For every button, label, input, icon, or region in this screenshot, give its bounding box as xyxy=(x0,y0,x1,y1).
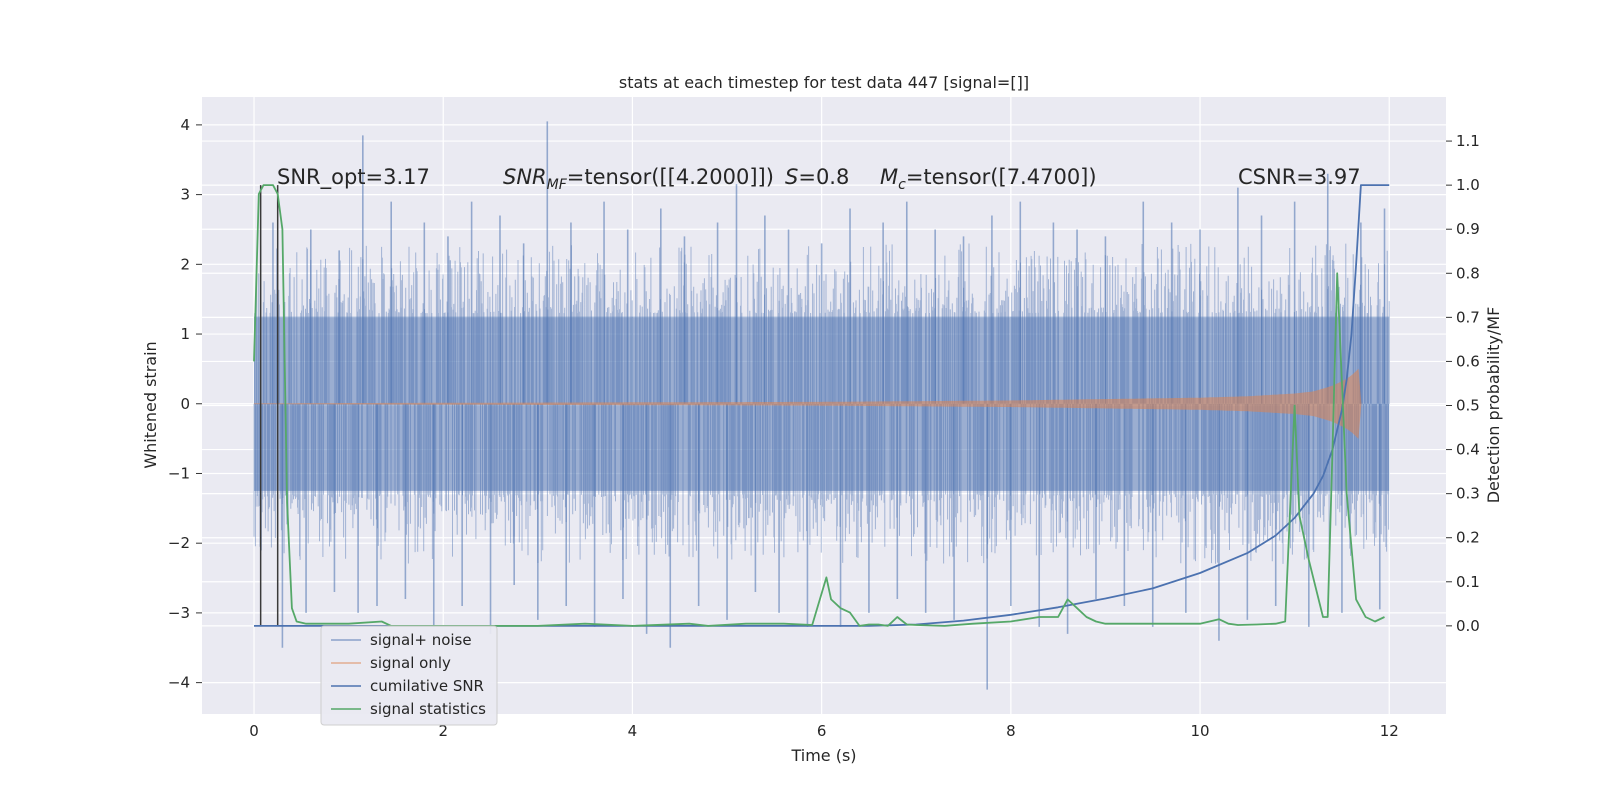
y-right-tick-label: 1.1 xyxy=(1456,132,1480,150)
x-tick-label: 2 xyxy=(438,722,448,740)
signal-only-trace xyxy=(254,368,1362,439)
y-left-tick-label: 3 xyxy=(180,186,190,204)
snr-mf-annotation: SNRMF=tensor([[4.2000]]) xyxy=(503,165,774,193)
legend-label-signal-only: signal only xyxy=(370,654,451,672)
snr-opt-annotation: SNR_opt=3.17 xyxy=(277,165,430,190)
y-right-tick-label: 0.9 xyxy=(1456,220,1480,238)
x-tick-label: 8 xyxy=(1006,722,1016,740)
y-left-tick-label: 2 xyxy=(180,255,190,273)
snr-mf-main: SNR xyxy=(503,165,547,189)
y-left-tick-label: −2 xyxy=(168,534,190,552)
legend-label-signal-noise: signal+ noise xyxy=(370,631,472,649)
s-annotation: S=0.8 xyxy=(785,165,849,189)
csnr-annotation: CSNR=3.97 xyxy=(1238,165,1361,189)
y-axis-label-right: Detection probability/MF xyxy=(1484,307,1503,504)
series-signal-statistics xyxy=(253,184,1385,627)
vertical-markers xyxy=(259,185,279,626)
chart-title: stats at each timestep for test data 447… xyxy=(619,73,1029,92)
y-right-tick-label: 0.5 xyxy=(1456,397,1480,415)
x-axis-label: Time (s) xyxy=(790,746,856,765)
y-right-tick-label: 0.0 xyxy=(1456,617,1480,635)
y-left-tick-label: 1 xyxy=(180,325,190,343)
x-tick-label: 0 xyxy=(249,722,259,740)
y-left-tick-label: −4 xyxy=(168,674,190,692)
y-right-tick-label: 0.1 xyxy=(1456,573,1480,591)
legend-box xyxy=(320,625,498,726)
y-right-tick-label: 0.4 xyxy=(1456,441,1480,459)
y-right-tick-label: 0.7 xyxy=(1456,308,1480,326)
s-main: S xyxy=(785,165,798,189)
series-cumulative-snr xyxy=(254,184,1390,627)
y-right-tick-label: 0.6 xyxy=(1456,352,1480,370)
x-tick-label: 10 xyxy=(1190,722,1209,740)
y-right-tick-label: 0.8 xyxy=(1456,264,1480,282)
x-tick-label: 12 xyxy=(1380,722,1399,740)
data-layer xyxy=(253,121,1390,690)
mc-sub: c xyxy=(898,177,906,193)
legend: signal+ noise signal only cumilative SNR… xyxy=(320,625,498,726)
legend-label-cumulative-snr: cumilative SNR xyxy=(370,677,484,695)
y-right-tick-label: 0.3 xyxy=(1456,485,1480,503)
x-tick-label: 4 xyxy=(628,722,638,740)
x-tick-label: 6 xyxy=(817,722,827,740)
s-rest: =0.8 xyxy=(798,165,849,189)
mc-rest: =tensor([7.4700]) xyxy=(906,165,1097,189)
tick-labels: 0 2 4 6 8 10 12−4−3−2−1012340.00.10.20.30.40.5… xyxy=(168,116,1480,740)
y-left-tick-label: 4 xyxy=(180,116,190,134)
mc-main: M xyxy=(880,165,898,189)
annotations: SNR_opt=3.17 SNRMF=tensor([[4.2000]]) S=… xyxy=(277,165,1361,193)
legend-label-signal-statistics: signal statistics xyxy=(370,700,486,718)
y-axis-label-left: Whitened strain xyxy=(141,341,160,468)
mc-annotation: Mc=tensor([7.4700]) xyxy=(880,165,1097,193)
y-left-tick-label: −3 xyxy=(168,604,190,622)
y-right-tick-label: 0.2 xyxy=(1456,529,1480,547)
y-left-tick-label: −1 xyxy=(168,464,190,482)
snr-mf-rest: =tensor([[4.2000]]) xyxy=(567,165,774,189)
snr-mf-sub: MF xyxy=(547,177,568,193)
series-signal-only xyxy=(254,368,1362,439)
y-left-tick-label: 0 xyxy=(180,395,190,413)
y-right-tick-label: 1.0 xyxy=(1456,176,1480,194)
